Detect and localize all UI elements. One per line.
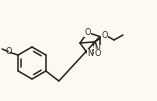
Text: N: N — [95, 45, 100, 54]
Text: O: O — [94, 49, 101, 58]
Text: O: O — [84, 28, 91, 37]
Text: N: N — [87, 49, 93, 58]
Text: O: O — [101, 32, 108, 41]
Text: O: O — [6, 47, 12, 56]
